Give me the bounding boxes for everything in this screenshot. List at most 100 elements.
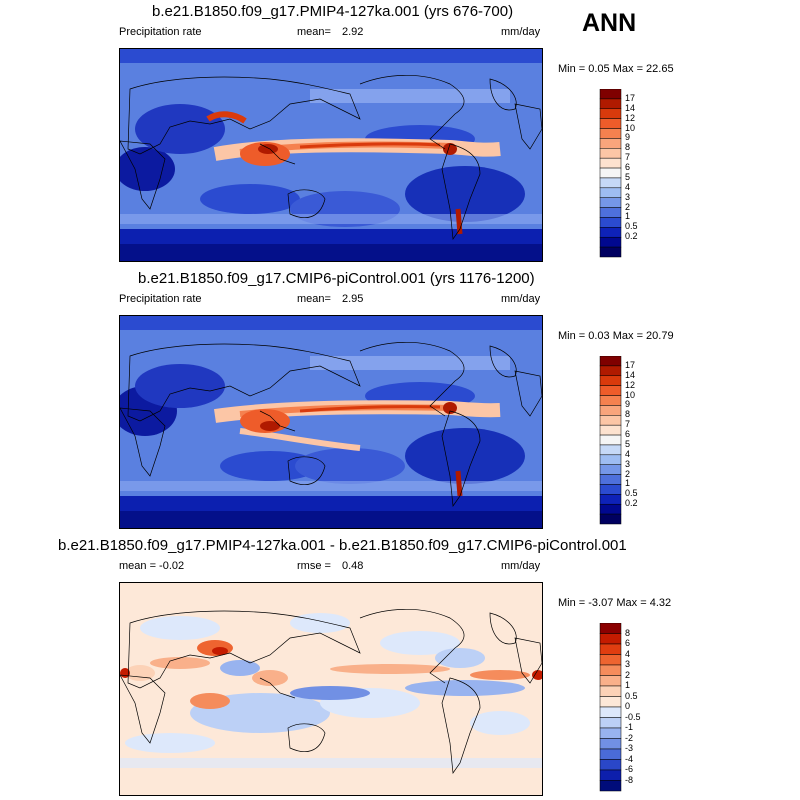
colorbar-tick-label: -1	[625, 722, 634, 732]
panel-2-variable-label: Precipitation rate	[119, 293, 202, 305]
colorbar-box	[599, 217, 622, 228]
colorbar-tick-label: 9	[625, 399, 631, 410]
colorbar-box	[599, 484, 622, 495]
colorbar-box	[599, 454, 622, 465]
colorbar-tick-label: -2	[625, 732, 634, 743]
panel-2-units: mm/day	[501, 293, 541, 305]
season-label: ANN	[582, 9, 637, 37]
colorbar-box	[599, 780, 622, 792]
colorbar-tick-label: -8	[625, 774, 634, 785]
colorbar-box	[599, 424, 622, 436]
panel-2-mean-value: 2.95	[342, 293, 364, 305]
colorbar-tick-label: 4	[625, 648, 631, 659]
colorbar-box	[599, 675, 622, 687]
colorbar-tick-label: 14	[625, 102, 636, 113]
panel-2-precip-field	[120, 316, 542, 528]
colorbar-tick-label: 0.2	[625, 231, 638, 242]
colorbar-tick-label: 1	[625, 211, 631, 222]
colorbar-box	[599, 167, 622, 179]
colorbar-tick-label: 8	[625, 142, 631, 153]
colorbar-box	[599, 236, 622, 248]
colorbar-box	[599, 365, 622, 377]
colorbar-tick-label: -0.5	[625, 711, 641, 722]
colorbar-tick-label: 0.5	[625, 488, 638, 499]
colorbar-box	[599, 759, 622, 771]
colorbar-box	[599, 128, 622, 139]
colorbar-box	[599, 98, 622, 110]
colorbar-box	[599, 89, 622, 100]
colorbar-tick-label: -3	[625, 743, 634, 753]
colorbar-tick-label: 12	[625, 379, 636, 390]
colorbar-tick-label: 7	[625, 152, 631, 163]
colorbar-box	[599, 633, 622, 645]
colorbar-box	[599, 415, 622, 426]
colorbar-box	[599, 706, 622, 718]
colorbar-box	[599, 207, 622, 218]
panel-3-diff-field	[120, 583, 542, 795]
panel-3-units: mm/day	[501, 560, 541, 572]
panel-3-mean: mean = -0.02	[119, 560, 185, 572]
panel-1-mean-value: 2.92	[342, 26, 364, 38]
colorbar-box	[599, 108, 622, 119]
colorbar-box	[599, 494, 622, 505]
colorbar-tick-label: 2	[625, 669, 631, 680]
colorbar-box	[599, 464, 622, 475]
panel-2-minmax: Min = 0.03 Max = 20.79	[558, 330, 674, 342]
panel-1-minmax: Min = 0.05 Max = 22.65	[558, 63, 674, 75]
colorbar-box	[599, 623, 622, 634]
colorbar-tick-label: 2	[625, 201, 631, 212]
colorbar-tick-label: 8	[625, 627, 631, 638]
panel-3-title: b.e21.B1850.f09_g17.PMIP4-127ka.001 - b.…	[58, 537, 627, 554]
colorbar-tick-label: 2	[625, 468, 631, 479]
colorbar-box	[599, 444, 622, 456]
panel-3-rmse-label: rmse =	[297, 560, 331, 572]
colorbar-box	[599, 157, 622, 169]
colorbar-box	[599, 385, 622, 396]
panel-1-precip-field	[120, 49, 542, 261]
colorbar-box	[599, 197, 622, 208]
colorbar-tick-label: 4	[625, 448, 631, 459]
colorbar-box	[599, 513, 622, 525]
colorbar-tick-label: 10	[625, 122, 636, 133]
panel-2-title: b.e21.B1850.f09_g17.CMIP6-piControl.001 …	[138, 270, 535, 287]
colorbar-tick-label: 5	[625, 438, 631, 449]
colorbar-box	[599, 148, 622, 159]
panel-1-colorbar-boxes	[599, 89, 622, 258]
colorbar-box	[599, 395, 622, 406]
panel-3-colorbar-boxes	[599, 623, 622, 792]
colorbar-box	[599, 727, 622, 739]
panel-1-units: mm/day	[501, 26, 541, 38]
colorbar-box	[599, 654, 622, 666]
colorbar-box	[599, 118, 622, 129]
colorbar-tick-label: 17	[625, 359, 636, 370]
colorbar-tick-label: 7	[625, 419, 631, 430]
colorbar-tick-label: 3	[625, 659, 631, 669]
colorbar-tick-label: 6	[625, 429, 631, 440]
colorbar-tick-label: 9	[625, 132, 631, 143]
colorbar-box	[599, 187, 622, 198]
colorbar-tick-label: 4	[625, 181, 631, 192]
colorbar-box	[599, 138, 622, 149]
panel-3-minmax: Min = -3.07 Max = 4.32	[558, 597, 672, 609]
colorbar-tick-label: 14	[625, 369, 636, 380]
panel-2-colorbar-boxes	[599, 356, 622, 525]
colorbar-box	[599, 434, 622, 446]
colorbar-tick-label: 0.5	[625, 221, 638, 232]
colorbar-tick-label: 0.2	[625, 498, 638, 509]
colorbar-box	[599, 696, 622, 708]
panel-1-title: b.e21.B1850.f09_g17.PMIP4-127ka.001 (yrs…	[152, 3, 514, 20]
colorbar-box	[599, 717, 622, 729]
colorbar-tick-label: 3	[625, 191, 631, 202]
colorbar-box	[599, 227, 622, 238]
colorbar-tick-label: 8	[625, 409, 631, 420]
colorbar-tick-label: 0	[625, 701, 631, 711]
panel-2-map	[119, 315, 543, 529]
colorbar-tick-label: 5	[625, 171, 631, 182]
panel-1-mean-label: mean=	[297, 26, 331, 38]
colorbar-box	[599, 375, 622, 386]
colorbar-box	[599, 503, 622, 515]
panel-1-variable-label: Precipitation rate	[119, 26, 202, 38]
colorbar-box	[599, 643, 622, 655]
colorbar-tick-label: 0.5	[625, 690, 638, 701]
panel-3-rmse-value: 0.48	[342, 560, 364, 572]
